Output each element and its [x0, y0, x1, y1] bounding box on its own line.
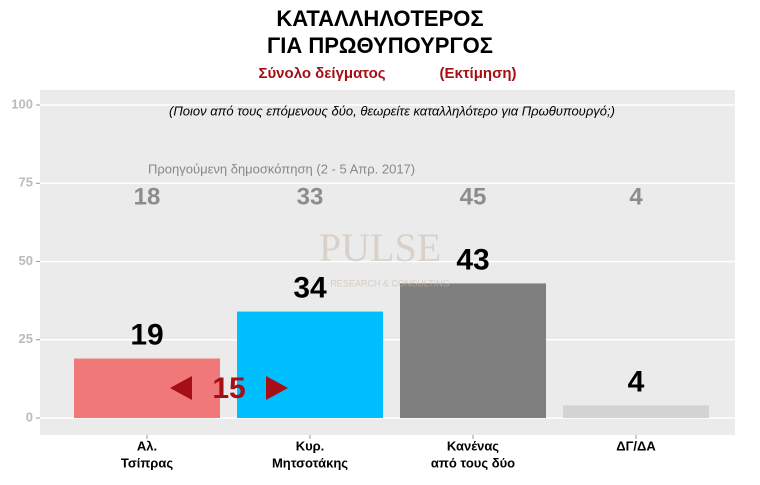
watermark: PULSE	[319, 225, 441, 270]
bar	[400, 283, 546, 418]
difference: 15	[212, 372, 245, 405]
x-tick-label: Μητσοτάκης	[272, 455, 348, 470]
value-label: 34	[293, 272, 327, 305]
x-tick-label: Αλ.	[137, 438, 157, 453]
x-tick-label: από τους δύο	[431, 455, 515, 470]
y-tick-label: 0	[26, 409, 33, 424]
previous-value: 45	[460, 183, 487, 210]
y-tick-label: 75	[19, 175, 33, 190]
x-tick-label: Τσίπρας	[121, 455, 173, 470]
bar	[74, 358, 220, 418]
previous-value: 33	[297, 183, 324, 210]
x-tick-label: Κυρ.	[296, 438, 325, 453]
y-tick-label: 100	[11, 96, 33, 111]
previous-value: 18	[134, 183, 161, 210]
value-label: 19	[130, 318, 163, 351]
chart-subtitle: Σύνολο δείγματος	[258, 65, 385, 82]
chart-title: ΚΑΤΑΛΛΗΛΟΤΕΡΟΣ	[276, 6, 483, 31]
question: (Ποιον από τους επόμενους δύο, θεωρείτε …	[169, 103, 615, 118]
chart-title: ΓΙΑ ΠΡΩΘΥΠΟΥΡΓΟΣ	[267, 33, 493, 58]
previous-value: 4	[629, 183, 643, 210]
value-label: 43	[456, 243, 489, 276]
arrow-right	[266, 376, 288, 400]
bar	[563, 405, 709, 418]
y-tick-label: 50	[19, 253, 33, 268]
watermark: RESEARCH & CONSULTING	[330, 278, 449, 288]
x-tick-label: Κανένας	[447, 438, 499, 453]
chart-subtitle: (Εκτίμηση)	[440, 65, 517, 82]
y-tick-label: 25	[19, 331, 33, 346]
arrow-left	[170, 376, 192, 400]
x-tick-label: ΔΓ/ΔΑ	[616, 438, 656, 453]
previous-label: Προηγούμενη δημοσκόπηση (2 - 5 Απρ. 2017…	[148, 161, 415, 176]
bar	[237, 311, 383, 418]
value-label: 4	[628, 365, 645, 398]
